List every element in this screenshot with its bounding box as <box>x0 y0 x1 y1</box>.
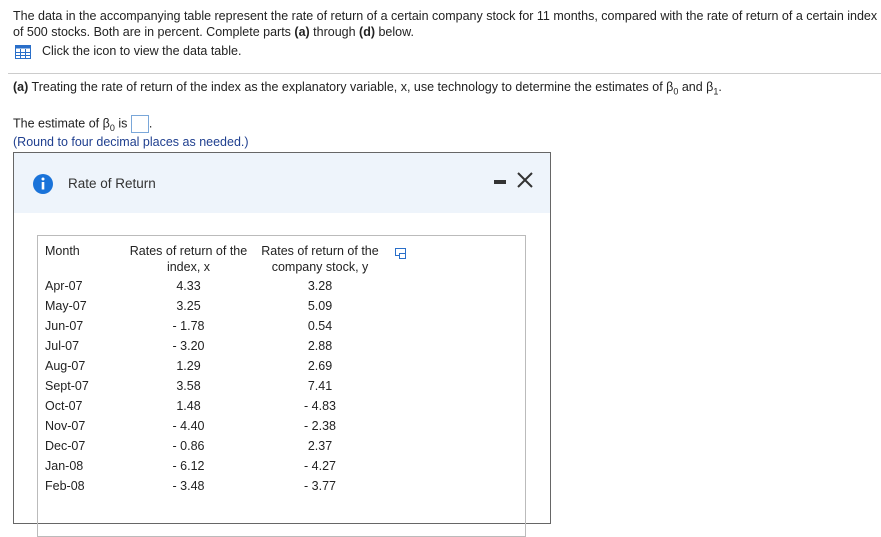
table-cell: 7.41 <box>307 379 333 393</box>
table-cell: Oct-07 <box>45 399 83 413</box>
table-cell: 3.25 <box>176 299 201 313</box>
table-cell: - 4.83 <box>304 399 336 413</box>
dialog-header: Rate of Return <box>14 153 550 213</box>
table-cell: 1.29 <box>176 359 201 373</box>
intro-text: through <box>309 25 360 39</box>
table-cell: Jan-08 <box>45 459 84 473</box>
table-cell: May-07 <box>45 299 87 313</box>
table-cell: - 0.86 <box>172 439 205 453</box>
table-cell: - 4.27 <box>304 459 336 473</box>
question-text: Treating the rate of return of the index… <box>28 80 674 94</box>
table-cell: - 6.12 <box>172 459 205 473</box>
table-cell: 5.09 <box>307 299 333 313</box>
note: (Round to four decimal places as needed.… <box>13 135 249 149</box>
question-text: and β <box>678 80 714 94</box>
table-cell: - 2.38 <box>304 419 336 433</box>
table-cell: 0.54 <box>307 319 333 333</box>
question-text: . <box>718 80 722 94</box>
question: (a) Treating the rate of return of the i… <box>13 80 722 97</box>
icon-link[interactable]: Click the icon to view the data table. <box>42 44 242 58</box>
answer-line: The estimate of β0 is . <box>13 115 152 133</box>
subscript: 0 <box>673 86 679 97</box>
part-label: (a) <box>13 80 29 94</box>
column-header: Rates of return of the company stock, y <box>261 244 379 274</box>
table-cell: - 1.78 <box>172 319 205 333</box>
subscript: 1 <box>713 86 719 97</box>
intro-bold: (d) <box>359 25 375 39</box>
table-cell: Dec-07 <box>45 439 86 453</box>
table-cell: Sept-07 <box>45 379 89 393</box>
answer-text: . <box>148 116 153 131</box>
table-cell: 4.33 <box>176 279 201 293</box>
intro-text: The data in the accompanying table repre… <box>13 9 878 39</box>
answer-text: The estimate of β <box>13 116 110 131</box>
column-header: Month <box>45 244 80 258</box>
page: The data in the accompanying table repre… <box>8 8 881 537</box>
table-cell: Aug-07 <box>45 359 86 373</box>
table-cell: 2.88 <box>307 339 333 353</box>
table-cell: - 3.20 <box>172 339 205 353</box>
table-cell: 2.37 <box>307 439 333 453</box>
window-controls[interactable] <box>492 169 542 193</box>
table-cell: - 4.40 <box>172 419 205 433</box>
dialog: Rate of Return Month Rates of return of t… <box>13 152 551 537</box>
answer-box[interactable] <box>130 115 149 133</box>
column-header: Rates of return of the index, x <box>129 244 248 274</box>
table-cell: - 3.48 <box>172 479 205 493</box>
intro-text: below. <box>375 25 414 39</box>
copy-icon[interactable] <box>395 248 407 260</box>
table-cell: Apr-07 <box>45 279 83 293</box>
table-cell: Feb-08 <box>45 479 85 493</box>
table-icon[interactable] <box>15 45 31 59</box>
table-cell: 3.28 <box>307 279 333 293</box>
table-cell: - 3.77 <box>304 479 336 493</box>
table-cell: Jun-07 <box>45 319 84 333</box>
table-cell: Nov-07 <box>45 419 86 433</box>
answer-text: is <box>114 116 128 131</box>
subscript: 0 <box>109 122 115 133</box>
table-cell: 3.58 <box>176 379 201 393</box>
intro: The data in the accompanying table repre… <box>13 8 879 40</box>
table-cell: Jul-07 <box>45 339 80 353</box>
dialog-title: Rate of Return <box>68 176 156 191</box>
info-icon <box>33 174 53 194</box>
divider <box>8 73 881 74</box>
table-cell: 2.69 <box>307 359 333 373</box>
intro-bold: (a) <box>294 25 310 39</box>
table-cell: 1.48 <box>176 399 201 413</box>
table: Month Rates of return of the index, x Rate… <box>37 235 526 537</box>
